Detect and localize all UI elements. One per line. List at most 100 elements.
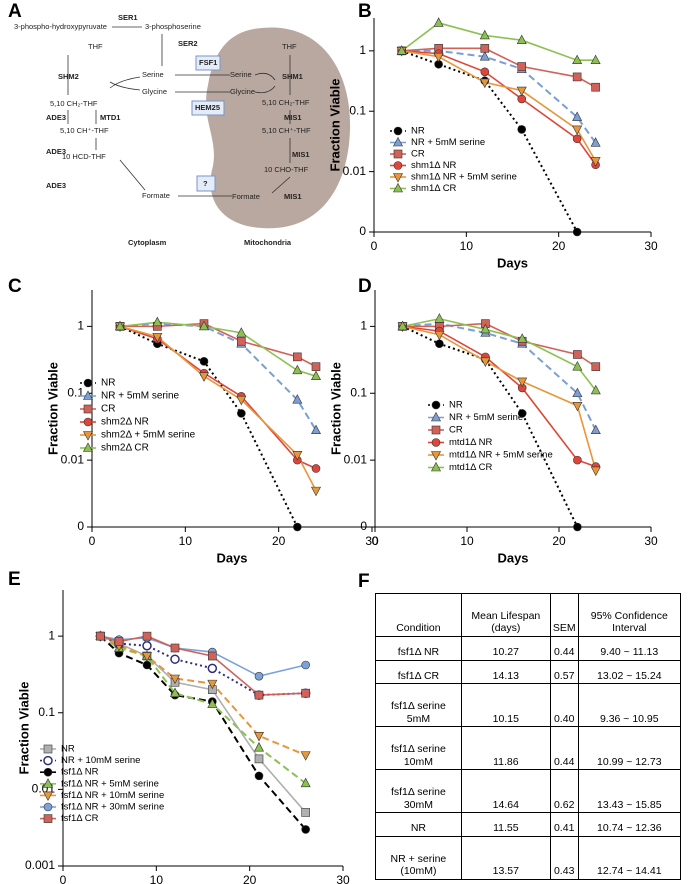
marker — [480, 357, 491, 367]
marker — [397, 320, 408, 331]
node: THF — [282, 42, 297, 51]
legend-label: fsf1Δ NR + 10mM serine — [61, 790, 164, 801]
table-cell: 11.86 — [460, 726, 551, 771]
x-tick-label: 0 — [89, 534, 96, 548]
marker — [590, 157, 601, 167]
marker — [208, 651, 217, 661]
legend-marker — [393, 161, 403, 170]
marker — [254, 771, 264, 781]
node: 5,10 CH⁺-THF — [60, 126, 109, 135]
legend-marker — [83, 431, 93, 441]
table-cell: 0.44 — [549, 635, 579, 661]
node: 5,10 CH₂-THF — [50, 99, 98, 108]
marker — [590, 137, 601, 147]
y-tick-label: 0.1 — [38, 705, 55, 719]
legend-label: fsf1Δ NR + 5mM serine — [61, 778, 159, 789]
marker — [572, 54, 583, 65]
legend-label: shm1Δ NR + 5mM serine — [411, 172, 517, 183]
marker — [572, 387, 583, 398]
enzyme: MIS1 — [284, 113, 302, 122]
table-cell: 14.64 — [460, 769, 551, 814]
marker — [590, 466, 601, 477]
marker — [301, 660, 310, 670]
marker — [254, 754, 264, 764]
legend-label: mtd1Δ CR — [449, 462, 492, 473]
legend-label: shm1Δ NR — [411, 160, 457, 171]
legend-label: NR — [411, 126, 425, 137]
marker — [254, 690, 264, 700]
table-cell: fsf1Δ serine 30mM — [375, 769, 462, 814]
table-row: fsf1Δ serine 30mM 14.64 0.62 13.43 ~ 15.85 — [375, 769, 682, 814]
marker — [292, 364, 303, 375]
marker — [207, 698, 218, 708]
marker — [517, 125, 527, 134]
marker — [572, 361, 583, 371]
x-tick-label: 0 — [372, 534, 379, 548]
pathway-diagram: 3-phospho-hydroxypyruvate SER1 3-phospho… — [14, 13, 351, 247]
table-cell: 13.02 ~ 15.24 — [577, 659, 682, 685]
table-cell: 9.36 ~ 10.95 — [577, 683, 682, 728]
legend-marker — [393, 182, 403, 193]
legend-marker — [83, 378, 93, 388]
marker — [236, 327, 247, 337]
series-line — [120, 322, 317, 368]
marker — [142, 640, 152, 651]
series-line — [119, 325, 317, 491]
legend-marker — [393, 173, 403, 183]
table-cell: 13.57 — [460, 836, 551, 880]
table-cell: 13.43 ~ 15.85 — [577, 769, 682, 814]
y-tick-label: 0.001 — [25, 858, 55, 872]
table-cell: 14.13 — [460, 659, 551, 685]
x-tick-label: 10 — [179, 534, 193, 548]
marker — [396, 45, 407, 55]
node: THF — [88, 42, 103, 51]
legend-marker — [43, 802, 53, 812]
marker — [301, 808, 310, 817]
marker — [311, 486, 321, 497]
legend-label: shm1Δ CR — [411, 183, 457, 194]
x-axis-label: Days — [497, 550, 528, 565]
compartment: Mitochondria — [244, 238, 292, 247]
node: Serine — [230, 70, 252, 79]
marker — [199, 372, 209, 382]
series-line — [401, 22, 596, 62]
table-row: fsf1Δ CR 14.13 0.57 13.02 ~ 15.24 — [375, 659, 682, 685]
x-tick-label: 20 — [552, 534, 566, 548]
table-row: fsf1Δ NR 10.27 0.44 9.40 ~ 11.13 — [375, 635, 682, 661]
panel-label: B — [358, 1, 372, 22]
node: Glycine — [230, 87, 255, 96]
y-axis-label: Fraction Viable — [328, 362, 343, 455]
x-tick-label: 20 — [272, 534, 286, 548]
marker — [199, 357, 209, 366]
transporter-box — [195, 55, 221, 71]
table-cell: fsf1Δ serine 5mM — [375, 683, 462, 728]
panel-label: E — [8, 569, 21, 590]
legend-label: fsf1Δ NR + 30mM serine — [61, 802, 164, 813]
marker — [293, 522, 302, 532]
x-axis-label: Days — [497, 255, 528, 270]
series-line — [401, 50, 597, 162]
marker — [254, 742, 264, 752]
table-cell: 0.57 — [549, 659, 579, 685]
series-line — [119, 322, 317, 431]
marker — [590, 54, 601, 65]
node: 5,10 CH⁺-THF — [262, 126, 311, 135]
legend-label: NR — [101, 378, 115, 389]
transporter: ? — [203, 179, 208, 188]
x-tick-label: 10 — [460, 534, 474, 548]
marker — [199, 320, 209, 331]
marker — [516, 34, 527, 45]
table-row: fsf1Δ serine 5mM 10.15 0.40 9.36 ~ 10.95 — [375, 683, 682, 728]
legend-marker — [431, 425, 441, 435]
table-row: fsf1Δ serine 10mM 11.86 0.44 10.99 ~ 12.73 — [375, 726, 682, 771]
marker — [573, 455, 582, 465]
legend-marker — [393, 149, 403, 159]
series-line — [99, 635, 306, 697]
marker — [311, 464, 321, 473]
table-cell: 10.15 — [460, 683, 551, 728]
enzyme: SER1 — [118, 13, 138, 22]
legend-label: NR — [449, 400, 463, 411]
marker — [311, 424, 321, 435]
x-tick-label: 0 — [60, 873, 67, 884]
legend-marker — [43, 755, 53, 766]
